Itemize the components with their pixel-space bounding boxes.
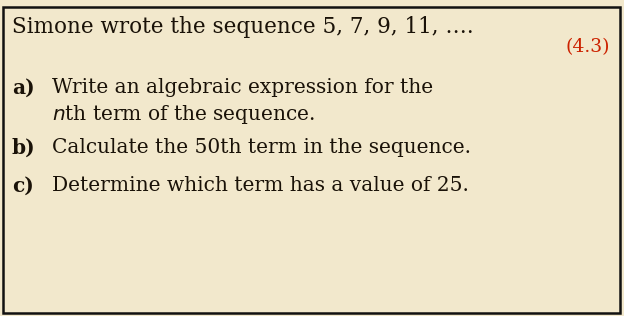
Text: b): b) xyxy=(12,138,36,158)
FancyBboxPatch shape xyxy=(3,7,620,313)
Text: c): c) xyxy=(12,176,34,196)
Text: $\it{n}$th term of the sequence.: $\it{n}$th term of the sequence. xyxy=(52,103,315,126)
Text: (4.3): (4.3) xyxy=(565,38,610,56)
Text: a): a) xyxy=(12,78,34,98)
Text: Calculate the 50th term in the sequence.: Calculate the 50th term in the sequence. xyxy=(52,138,471,157)
Text: Determine which term has a value of 25.: Determine which term has a value of 25. xyxy=(52,176,469,195)
Text: Write an algebraic expression for the: Write an algebraic expression for the xyxy=(52,78,433,97)
Text: Simone wrote the sequence 5, 7, 9, 11, ….: Simone wrote the sequence 5, 7, 9, 11, …… xyxy=(12,16,474,38)
